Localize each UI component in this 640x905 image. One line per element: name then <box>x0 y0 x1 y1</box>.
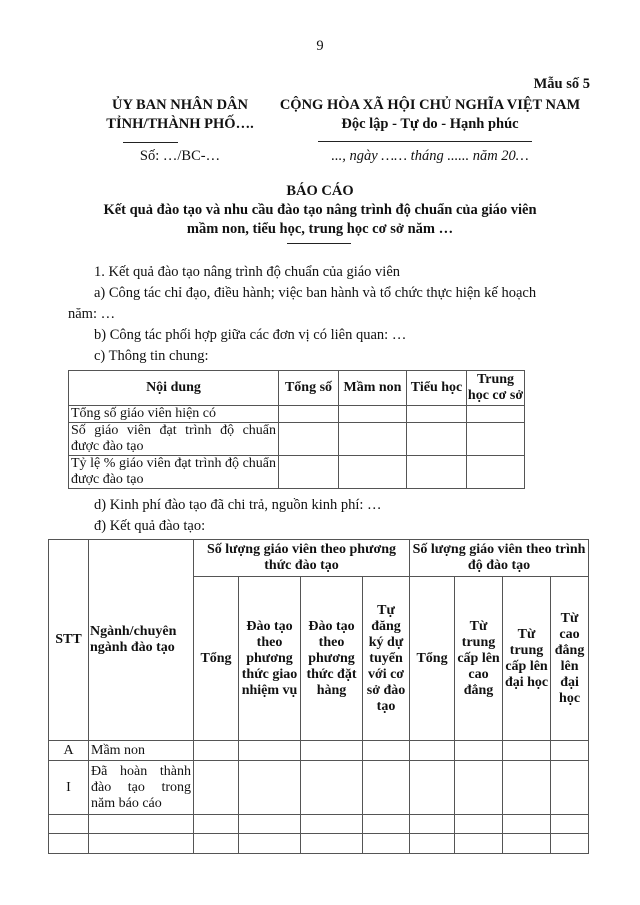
table-header-row: Nội dung Tổng số Mầm non Tiểu học Trung … <box>68 370 525 406</box>
stt-cell <box>48 833 89 854</box>
name-cell <box>88 833 194 854</box>
header-cell: Đào tạo theo phương thức giao nhiệm vụ <box>238 576 301 741</box>
table-row: Tổng số giáo viên hiện có <box>68 405 525 423</box>
divider <box>287 243 351 244</box>
table-row <box>48 814 590 834</box>
header-cell: Tổng số <box>278 370 339 406</box>
stt-header: STT <box>48 539 89 741</box>
item-a-line2: năm: … <box>68 306 116 322</box>
document-number: Số: …/BC-… <box>139 148 221 164</box>
header-cell: Tổng <box>409 576 456 741</box>
table-row <box>48 833 590 854</box>
agency-header: ỦY BAN NHÂN DÂN TỈNH/THÀNH PHỐ…. <box>60 96 300 134</box>
header-cell: Đào tạo theo phương thức đặt hàng <box>300 576 363 741</box>
form-number: Mẫu số 5 <box>533 76 590 92</box>
date-line: ..., ngày …… tháng ...... năm 20… <box>331 148 529 164</box>
training-results-table: STT Ngành/chuyên ngành đào tạo Số lượng … <box>48 539 590 854</box>
name-cell: Đã hoàn thành đào tạo trong năm báo cáo <box>88 760 194 815</box>
header-cell: Từ trung cấp lên cao đẳng <box>454 576 504 741</box>
item-dd: đ) Kết quả đào tạo: <box>94 518 206 534</box>
row-label: Số giáo viên đạt trình độ chuẩn được đào… <box>68 422 279 456</box>
header-cell: Mầm non <box>338 370 407 406</box>
stt-cell: I <box>48 760 89 815</box>
page-number: 9 <box>316 38 324 54</box>
major-header: Ngành/chuyên ngành đào tạo <box>88 539 194 741</box>
motto-header: CỘNG HÒA XÃ HỘI CHỦ NGHĨA VIỆT NAM Độc l… <box>262 96 598 134</box>
stt-cell: A <box>48 740 89 761</box>
level-group-header: Số lượng giáo viên theo trình độ đào tạo <box>409 539 590 577</box>
item-a-line1: a) Công tác chỉ đạo, điều hành; việc ban… <box>94 285 537 301</box>
title-main: BÁO CÁO <box>286 183 354 199</box>
item-c: c) Thông tin chung: <box>94 348 209 364</box>
header-cell: Từ cao đẳng lên đại học <box>550 576 590 741</box>
row-label: Tỷ lệ % giáo viên đạt trình độ chuẩn đượ… <box>68 455 279 489</box>
report-title: BÁO CÁO Kết quả đào tạo và nhu cầu đào t… <box>0 182 640 239</box>
divider <box>123 142 178 143</box>
table-header-row: STT Ngành/chuyên ngành đào tạo Số lượng … <box>48 539 590 741</box>
motto-line2: Độc lập - Tự do - Hạnh phúc <box>341 116 519 132</box>
header-cell: Tự đăng ký dự tuyển với cơ sở đào tạo <box>361 576 411 741</box>
table-subheader-row: Tổng Đào tạo theo phương thức giao nhiệm… <box>49 576 590 741</box>
title-sub2: mầm non, tiểu học, trung học cơ sở năm … <box>186 221 454 237</box>
agency-line2: TỈNH/THÀNH PHỐ…. <box>106 116 254 132</box>
general-info-table: Nội dung Tổng số Mầm non Tiểu học Trung … <box>68 370 525 489</box>
report-body: 1. Kết quả đào tạo nâng trình độ chuẩn c… <box>0 262 640 854</box>
table-row: I Đã hoàn thành đào tạo trong năm báo cá… <box>48 760 590 815</box>
table-row: Số giáo viên đạt trình độ chuẩn được đào… <box>68 422 525 456</box>
divider <box>318 141 532 142</box>
item-b: b) Công tác phối hợp giữa các đơn vị có … <box>94 327 407 343</box>
item-d: d) Kinh phí đào tạo đã chi trả, nguồn ki… <box>94 497 382 513</box>
name-cell <box>88 814 194 834</box>
header-cell: Tiểu học <box>406 370 467 406</box>
agency-line1: ỦY BAN NHÂN DÂN <box>111 97 248 113</box>
section-1: 1. Kết quả đào tạo nâng trình độ chuẩn c… <box>94 264 401 280</box>
header-cell: Trung học cơ sở <box>466 370 525 406</box>
row-label: Tổng số giáo viên hiện có <box>68 405 279 423</box>
table-row: Tỷ lệ % giáo viên đạt trình độ chuẩn đượ… <box>68 455 525 489</box>
method-group-header: Số lượng giáo viên theo phương thức đào … <box>192 539 411 577</box>
table-row: A Mầm non <box>48 740 590 761</box>
header-cell: Tổng <box>193 576 239 741</box>
stt-cell <box>48 814 89 834</box>
name-cell: Mầm non <box>88 740 194 761</box>
header-cell: Từ trung cấp lên đại học <box>502 576 552 741</box>
title-sub1: Kết quả đào tạo và nhu cầu đào tạo nâng … <box>103 202 537 218</box>
header-cell: Nội dung <box>68 370 279 406</box>
motto-line1: CỘNG HÒA XÃ HỘI CHỦ NGHĨA VIỆT NAM <box>279 97 581 113</box>
